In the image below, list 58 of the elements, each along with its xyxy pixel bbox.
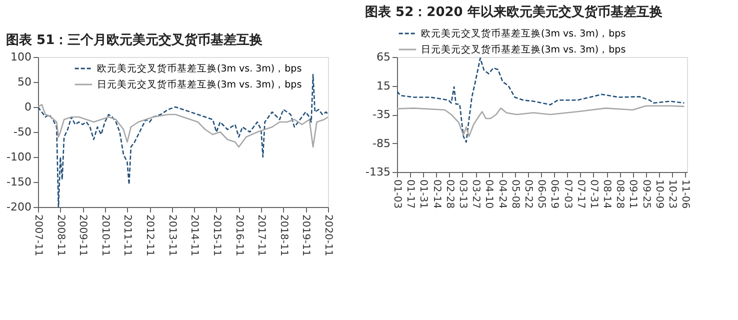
x-tick-label: 06-19 (548, 180, 560, 209)
x-tick-label: 2019-11 (300, 214, 312, 256)
x-tick-label: 2015-11 (210, 214, 222, 256)
x-tick-label: 2018-11 (278, 214, 289, 256)
x-tick-label: 06-05 (536, 180, 547, 209)
x-tick-label: 07-31 (588, 180, 599, 209)
y-tick-label: 50 (18, 76, 32, 88)
x-tick-label: 2017-11 (256, 214, 267, 256)
x-tick-label: 02-28 (444, 180, 455, 209)
x-tick-label: 2011-11 (122, 214, 133, 256)
legend-label: 日元美元交叉货币基差互换(3m vs. 3m)，bps (97, 78, 302, 90)
y-tick-label: -135 (366, 166, 390, 178)
y-tick-label: -85 (372, 136, 390, 150)
x-tick-label: 10-09 (653, 180, 664, 209)
x-tick-label: 03-27 (470, 180, 482, 209)
x-tick-label: 08-14 (601, 180, 612, 209)
y-tick-label: 100 (10, 50, 32, 64)
chart-title: 图表 52：2020 年以来欧元美元交叉货币基差互换 (365, 4, 662, 20)
x-tick-label: 08-28 (614, 180, 626, 209)
x-tick-label: 01-31 (418, 180, 429, 209)
x-tick-label: 07-17 (574, 180, 586, 209)
x-tick-label: 2013-11 (166, 214, 178, 256)
x-tick-label: 2009-11 (77, 214, 88, 256)
line-series (38, 104, 328, 148)
x-tick-label: 09-25 (640, 180, 652, 209)
x-tick-label: 03-13 (456, 180, 468, 209)
x-tick-label: 2014-11 (188, 214, 200, 256)
x-tick-label: 10-23 (666, 180, 678, 209)
x-tick-label: 2016-11 (233, 214, 244, 256)
x-tick-label: 01-17 (404, 180, 416, 209)
legend-label: 欧元美元交叉货币基差互换(3m vs. 3m)，bps (97, 62, 302, 74)
legend-label: 欧元美元交叉货币基差互换(3m vs. 3m)，bps (421, 28, 626, 40)
x-tick-label: 05-08 (509, 180, 520, 209)
legend-label: 日元美元交叉货币基差互换(3m vs. 3m)，bps (421, 44, 626, 56)
x-tick-label: 2020-11 (322, 214, 334, 256)
x-tick-label: 2007-11 (32, 214, 44, 256)
x-tick-label: 07-03 (562, 180, 573, 209)
chart-title: 图表 51：三个月欧元美元交叉货币基差互换 (6, 32, 263, 48)
line-series (397, 105, 685, 137)
x-tick-label: 11-06 (680, 180, 691, 209)
x-tick-label: 04-10 (483, 180, 494, 209)
y-tick-label: 0 (24, 100, 32, 114)
x-tick-label: 02-14 (430, 180, 442, 209)
line-series (397, 58, 685, 143)
x-tick-label: 04-24 (496, 180, 508, 209)
y-tick-label: -35 (372, 108, 390, 121)
y-tick-label: -50 (14, 126, 32, 138)
x-tick-label: 2012-11 (144, 214, 156, 256)
y-tick-label: -150 (6, 176, 32, 188)
y-tick-label: -200 (6, 200, 32, 214)
x-tick-label: 05-22 (522, 180, 534, 209)
x-tick-label: 01-03 (392, 180, 402, 209)
x-tick-label: 09-11 (627, 180, 638, 209)
y-tick-label: -100 (6, 150, 32, 164)
y-tick-label: 65 (376, 50, 390, 64)
x-tick-label: 2010-11 (99, 214, 110, 256)
x-tick-label: 2008-11 (54, 214, 66, 256)
y-tick-label: 15 (376, 79, 390, 92)
